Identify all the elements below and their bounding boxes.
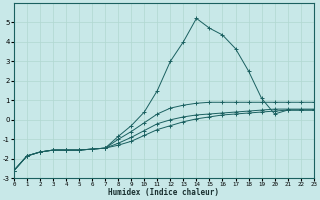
X-axis label: Humidex (Indice chaleur): Humidex (Indice chaleur) — [108, 188, 219, 197]
